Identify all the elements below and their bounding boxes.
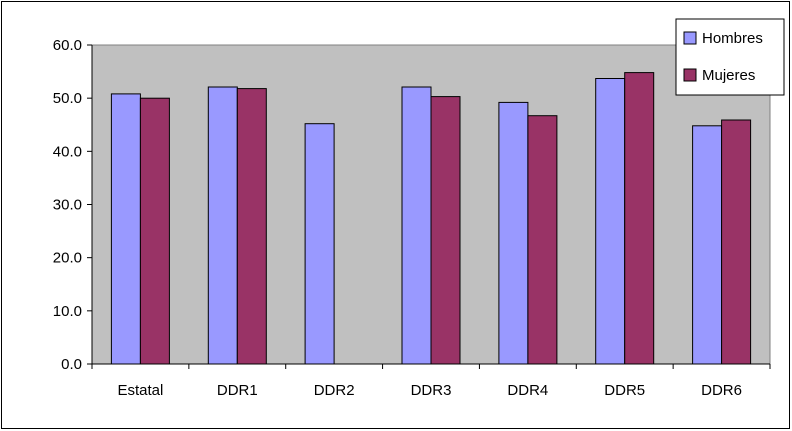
bar-hombres-ddr6: [692, 125, 723, 365]
bar-mujeres-ddr5: [624, 72, 655, 365]
x-tick-label: DDR4: [507, 382, 548, 399]
legend: Hombres Mujeres: [675, 18, 785, 96]
bar-mujeres-ddr6: [721, 119, 752, 365]
y-tick-label: 40.0: [53, 143, 82, 160]
bar-hombres-ddr5: [595, 78, 626, 365]
bar-mujeres-ddr1: [236, 88, 267, 365]
bars-group: [110, 72, 752, 365]
x-tick-label: Estatal: [117, 382, 163, 399]
bar-mujeres-ddr3: [430, 96, 461, 365]
legend-label-hombres: Hombres: [702, 30, 763, 47]
bar-hombres-ddr3: [401, 86, 432, 365]
bar-hombres-ddr4: [498, 101, 529, 365]
bar-hombres-estatal: [110, 93, 141, 365]
bar-hombres-ddr1: [207, 86, 238, 365]
x-tick-label: DDR6: [701, 382, 742, 399]
bar-mujeres-ddr4: [527, 115, 558, 365]
bar-hombres-ddr2: [304, 123, 335, 365]
y-tick-label: 50.0: [53, 90, 82, 107]
x-tick-label: DDR1: [217, 382, 258, 399]
y-tick-label: 0.0: [61, 356, 82, 373]
y-tick-label: 60.0: [53, 37, 82, 54]
x-tick-label: DDR3: [411, 382, 452, 399]
legend-swatch-mujeres: [683, 68, 697, 82]
y-tick-label: 20.0: [53, 250, 82, 267]
y-tick-label: 30.0: [53, 197, 82, 214]
legend-label-mujeres: Mujeres: [702, 67, 755, 84]
axes-group: 0.0 10.0 20.0 30.0 40.0 50.0 60.0 Estatal DDR1 DD…: [53, 37, 771, 399]
x-tick-label: DDR2: [314, 382, 355, 399]
legend-swatch-hombres: [683, 31, 697, 45]
y-tick-label: 10.0: [53, 303, 82, 320]
bar-mujeres-estatal: [139, 97, 170, 365]
x-tick-label: DDR5: [604, 382, 645, 399]
